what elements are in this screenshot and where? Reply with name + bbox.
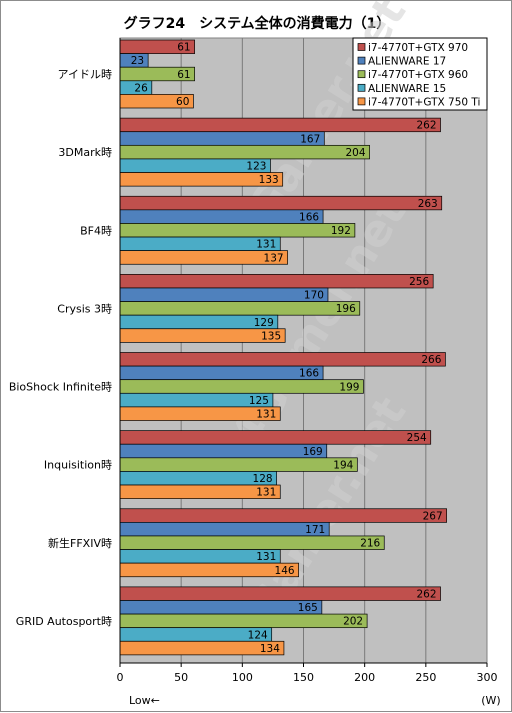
bar (119, 508, 447, 523)
bar-value-label: 131 (256, 239, 276, 251)
bar-value-label: 216 (360, 538, 380, 550)
category-label: Inquisition時 (44, 459, 112, 472)
bar (119, 430, 432, 445)
bar-value-label: 131 (256, 409, 276, 421)
x-tick-label: 300 (477, 671, 498, 684)
bar-value-label: 262 (416, 120, 436, 132)
bar-value-label: 256 (409, 276, 429, 288)
bar-value-label: 61 (177, 69, 190, 81)
x-tick-labels: 0 50 100 150 200 250 300 (117, 663, 498, 684)
bar-value-label: 170 (304, 290, 324, 302)
bar (119, 131, 325, 146)
legend-swatch (357, 97, 366, 106)
legend-label: i7-4770T+GTX 750 Ti (368, 96, 480, 108)
bar-value-label: 204 (346, 147, 366, 159)
chart-title: グラフ24 システム全体の消費電力（1） (124, 15, 391, 32)
bar-value-label: 134 (260, 643, 280, 655)
bar-value-label: 146 (275, 565, 295, 577)
bar (119, 443, 328, 459)
bar-value-label: 202 (343, 616, 363, 628)
bar-value-label: 171 (305, 524, 325, 536)
x-tick-label: 150 (293, 671, 314, 684)
bar-value-label: 254 (407, 432, 427, 444)
bar-value-label: 262 (416, 588, 436, 600)
legend-swatch (357, 70, 366, 79)
category-label: 新生FFXIV時 (48, 536, 112, 550)
bar-value-label: 267 (423, 510, 443, 522)
legend-label: i7-4770T+GTX 970 (368, 42, 468, 54)
bar (119, 301, 361, 316)
bar (119, 117, 441, 133)
bar (119, 287, 329, 302)
category-label: Crysis 3時 (57, 302, 112, 315)
bar-value-label: 166 (299, 211, 319, 223)
bar (119, 352, 446, 367)
x-axis-unit-label: (W) (481, 694, 500, 707)
legend-swatch (357, 83, 366, 92)
bar-value-label: 192 (331, 225, 351, 237)
bar-value-label: 135 (261, 330, 281, 342)
bar-value-label: 61 (177, 42, 190, 54)
category-label: アイドル時 (58, 68, 112, 81)
bar-value-label: 60 (176, 96, 189, 108)
bar-value-label: 266 (421, 354, 441, 366)
category-label: BF4時 (80, 224, 112, 237)
bar (119, 521, 330, 537)
bar-value-label: 129 (254, 317, 274, 329)
legend-label: i7-4770T+GTX 960 (368, 69, 468, 81)
bar (119, 586, 441, 601)
legend-swatch (357, 43, 366, 51)
bar (119, 274, 434, 289)
legend-box (352, 37, 488, 111)
bar-value-label: 263 (418, 198, 438, 210)
x-tick-label: 250 (415, 671, 436, 684)
bar-value-label: 128 (253, 473, 273, 485)
bar-value-label: 131 (256, 487, 276, 499)
bar-value-label: 165 (298, 602, 318, 614)
bar-value-label: 133 (259, 174, 279, 186)
bar (119, 613, 368, 629)
bar-value-label: 199 (339, 381, 359, 393)
bar-value-label: 26 (134, 82, 148, 94)
bar (119, 457, 358, 472)
x-tick-label: 100 (232, 671, 253, 684)
bar (119, 195, 443, 211)
bar (119, 600, 323, 615)
bar-value-label: 169 (303, 446, 323, 458)
x-tick-label: 50 (174, 671, 188, 684)
direction-note: Low← (129, 694, 160, 707)
bar-value-label: 167 (300, 133, 320, 145)
category-label: 3DMark時 (58, 146, 112, 159)
bar-value-label: 123 (246, 161, 266, 173)
bar-value-label: 194 (333, 459, 353, 471)
bar (119, 535, 385, 550)
bar (119, 562, 299, 578)
bar (119, 379, 364, 394)
bar (119, 250, 288, 265)
category-label: BioShock Infinite時 (9, 381, 112, 394)
bar-value-label: 23 (131, 55, 144, 67)
bar-value-label: 124 (248, 629, 268, 641)
category-label: GRID Autosport時 (16, 615, 112, 628)
bar (119, 365, 324, 381)
x-tick-label: 0 (117, 671, 124, 684)
legend-swatch (357, 56, 366, 65)
legend-label: ALIENWARE 17 (368, 56, 446, 68)
bar-value-label: 125 (249, 395, 269, 407)
category-labels: アイドル時 3DMark時 BF4時 Crysis 3時 BioShock Infini… (9, 68, 112, 628)
bar-value-label: 196 (336, 303, 356, 315)
bar-value-label: 137 (264, 252, 284, 264)
bar (119, 209, 324, 224)
bar (119, 144, 370, 160)
x-tick-label: 200 (354, 671, 375, 684)
bar (119, 223, 356, 238)
bars: 6123612660262167204123133263166192131137… (119, 38, 487, 664)
bar-value-label: 131 (256, 551, 276, 563)
legend-label: ALIENWARE 15 (368, 83, 446, 95)
bar-value-label: 166 (299, 368, 319, 380)
